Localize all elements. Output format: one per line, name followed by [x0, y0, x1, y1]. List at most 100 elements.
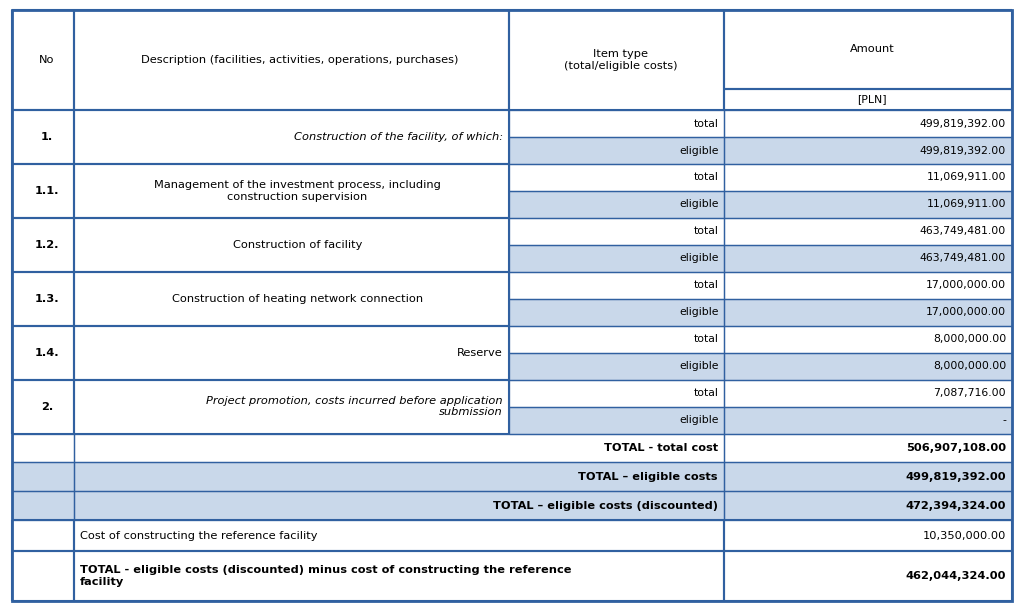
- Text: total: total: [694, 280, 719, 290]
- Bar: [509, 406, 724, 434]
- Text: TOTAL - eligible costs (discounted) minus cost of constructing the reference
fac: TOTAL - eligible costs (discounted) minu…: [80, 565, 571, 587]
- Text: No: No: [39, 55, 54, 65]
- Text: TOTAL - total cost: TOTAL - total cost: [604, 443, 718, 453]
- Text: Cost of constructing the reference facility: Cost of constructing the reference facil…: [80, 530, 317, 541]
- Bar: [724, 245, 1012, 272]
- Bar: [509, 299, 724, 326]
- Bar: [724, 491, 1012, 520]
- Bar: [509, 164, 724, 191]
- Text: Reserve: Reserve: [458, 348, 503, 357]
- Text: 462,044,324.00: 462,044,324.00: [905, 571, 1006, 581]
- Bar: [12, 520, 74, 551]
- Bar: [74, 110, 509, 164]
- Text: eligible: eligible: [680, 145, 719, 156]
- Text: 10,350,000.00: 10,350,000.00: [923, 530, 1006, 541]
- Text: 17,000,000.00: 17,000,000.00: [926, 280, 1006, 290]
- Text: eligible: eligible: [680, 307, 719, 317]
- Bar: [724, 218, 1012, 245]
- Text: 11,069,911.00: 11,069,911.00: [927, 172, 1006, 183]
- Bar: [724, 89, 1012, 110]
- Text: eligible: eligible: [680, 254, 719, 263]
- Text: total: total: [694, 119, 719, 128]
- Text: -: -: [1002, 415, 1006, 425]
- Text: 506,907,108.00: 506,907,108.00: [906, 443, 1006, 453]
- Bar: [12, 551, 74, 601]
- Bar: [74, 218, 509, 272]
- Bar: [724, 10, 1012, 89]
- Bar: [12, 463, 74, 491]
- Text: 499,819,392.00: 499,819,392.00: [920, 119, 1006, 128]
- Bar: [509, 137, 724, 164]
- Bar: [509, 10, 724, 110]
- Text: 1.4.: 1.4.: [35, 348, 59, 357]
- Bar: [724, 353, 1012, 379]
- Text: total: total: [694, 227, 719, 236]
- Bar: [509, 110, 724, 137]
- Bar: [509, 218, 724, 245]
- Bar: [74, 463, 724, 491]
- Text: Management of the investment process, including
construction supervision: Management of the investment process, in…: [154, 180, 441, 202]
- Bar: [74, 379, 509, 434]
- Text: Project promotion, costs incurred before application
submission: Project promotion, costs incurred before…: [207, 396, 503, 417]
- Text: 8,000,000.00: 8,000,000.00: [933, 334, 1006, 344]
- Text: Construction of heating network connection: Construction of heating network connecti…: [172, 294, 423, 304]
- Bar: [509, 272, 724, 299]
- Text: Amount: Amount: [850, 45, 894, 54]
- Bar: [74, 272, 509, 326]
- Text: 1.: 1.: [41, 132, 53, 142]
- Bar: [12, 272, 74, 326]
- Bar: [509, 326, 724, 353]
- Bar: [12, 110, 74, 164]
- Text: [PLN]: [PLN]: [857, 95, 887, 104]
- Text: 7,087,716.00: 7,087,716.00: [933, 388, 1006, 398]
- Text: 11,069,911.00: 11,069,911.00: [927, 199, 1006, 210]
- Text: 2.: 2.: [41, 401, 53, 412]
- Bar: [12, 434, 74, 463]
- Text: 1.2.: 1.2.: [35, 240, 59, 250]
- Bar: [12, 164, 74, 218]
- Text: 8,000,000.00: 8,000,000.00: [933, 361, 1006, 371]
- Bar: [74, 491, 724, 520]
- Bar: [724, 434, 1012, 463]
- Bar: [509, 353, 724, 379]
- Text: 499,819,392.00: 499,819,392.00: [905, 472, 1006, 482]
- Bar: [74, 326, 509, 379]
- Bar: [724, 137, 1012, 164]
- Bar: [724, 272, 1012, 299]
- Text: eligible: eligible: [680, 361, 719, 371]
- Text: Description (facilities, activities, operations, purchases): Description (facilities, activities, ope…: [141, 55, 458, 65]
- Text: TOTAL – eligible costs: TOTAL – eligible costs: [579, 472, 718, 482]
- Bar: [724, 406, 1012, 434]
- Bar: [12, 491, 74, 520]
- Text: 463,749,481.00: 463,749,481.00: [920, 227, 1006, 236]
- Bar: [724, 299, 1012, 326]
- Text: eligible: eligible: [680, 415, 719, 425]
- Text: total: total: [694, 172, 719, 183]
- Text: 1.3.: 1.3.: [35, 294, 59, 304]
- Bar: [74, 164, 509, 218]
- Bar: [74, 520, 724, 551]
- Text: Construction of the facility, of which:: Construction of the facility, of which:: [294, 132, 503, 142]
- Bar: [12, 10, 74, 110]
- Text: 499,819,392.00: 499,819,392.00: [920, 145, 1006, 156]
- Bar: [509, 191, 724, 218]
- Bar: [12, 218, 74, 272]
- Text: Construction of facility: Construction of facility: [232, 240, 362, 250]
- Text: 472,394,324.00: 472,394,324.00: [905, 500, 1006, 511]
- Text: total: total: [694, 388, 719, 398]
- Bar: [724, 164, 1012, 191]
- Bar: [724, 110, 1012, 137]
- Bar: [724, 551, 1012, 601]
- Text: 1.1.: 1.1.: [35, 186, 59, 196]
- Bar: [724, 520, 1012, 551]
- Text: 17,000,000.00: 17,000,000.00: [926, 307, 1006, 317]
- Text: TOTAL – eligible costs (discounted): TOTAL – eligible costs (discounted): [493, 500, 718, 511]
- Bar: [724, 379, 1012, 406]
- Text: total: total: [694, 334, 719, 344]
- Bar: [724, 326, 1012, 353]
- Bar: [724, 463, 1012, 491]
- Text: Item type
(total/eligible costs): Item type (total/eligible costs): [564, 49, 677, 71]
- Bar: [74, 434, 724, 463]
- Bar: [509, 245, 724, 272]
- Text: eligible: eligible: [680, 199, 719, 210]
